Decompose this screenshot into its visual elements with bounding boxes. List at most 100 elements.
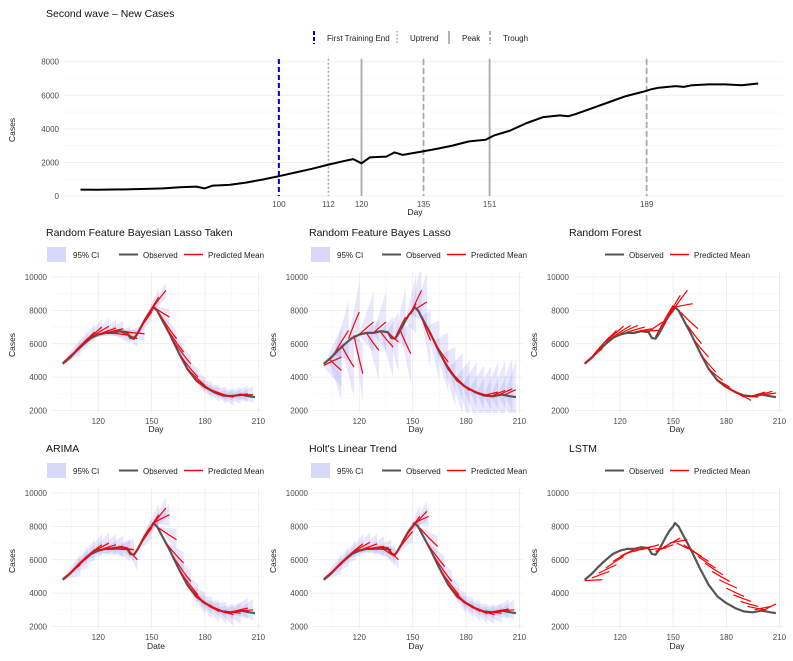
plot-marks: [583, 521, 777, 615]
panel-bayes-lasso-taken: Random Feature Bayesian Lasso Taken 95% …: [7, 227, 266, 434]
plot-marks: [322, 501, 517, 625]
predicted-mean-segment: [490, 608, 509, 613]
ci-band: [359, 292, 374, 353]
ci-band: [353, 334, 363, 404]
plot-marks: [583, 289, 777, 402]
predicted-mean-segment: [758, 390, 773, 397]
panel-title: LSTM: [569, 443, 597, 455]
y-tick-label: 2000: [551, 406, 569, 415]
ci-band: [194, 593, 213, 619]
legend-label-predicted-mean: Predicted Mean: [694, 467, 750, 476]
main-legend: First Training End Uptrend Peak Trough: [313, 31, 528, 44]
predicted-mean-segment: [98, 327, 117, 336]
x-tick-label: 210: [252, 633, 266, 642]
plot-marks: [61, 497, 256, 626]
ci-band: [229, 385, 248, 403]
predicted-mean-segment: [172, 556, 192, 582]
predicted-mean-segment: [690, 549, 709, 562]
predicted-mean-segment: [490, 389, 506, 397]
predicted-mean-segment: [641, 544, 660, 551]
ci-band: [69, 330, 88, 359]
ci-band: [387, 312, 399, 373]
x-tick-label: 150: [145, 417, 159, 426]
predicted-mean-segment: [674, 303, 693, 308]
predicted-mean-segment: [359, 543, 378, 552]
predicted-mean-segment: [328, 358, 342, 371]
predicted-mean-segment: [126, 331, 145, 335]
x-tick-label: 150: [667, 633, 681, 642]
predicted-mean-segment: [153, 306, 170, 318]
ci-band: [158, 527, 177, 551]
x-tick-label: 150: [406, 417, 420, 426]
ci-band: [426, 320, 440, 381]
panel-ylabel: Cases: [7, 333, 17, 357]
y-tick-label: 0: [55, 192, 60, 201]
x-tick-label: 180: [720, 633, 734, 642]
predicted-mean-segment: [165, 326, 185, 353]
ci-band: [416, 272, 427, 333]
x-tick-label: 180: [459, 633, 473, 642]
predicted-mean-segment: [415, 301, 428, 310]
predicted-mean-segment: [655, 544, 674, 552]
y-tick-label: 8000: [41, 58, 59, 67]
x-tick-label: 120: [353, 417, 367, 426]
predicted-mean-segment: [90, 542, 110, 554]
predicted-mean-segment: [433, 341, 449, 363]
y-tick-label: 8000: [551, 522, 569, 531]
panel-xlabel: Date: [147, 641, 165, 651]
ci-band: [419, 527, 438, 557]
predicted-mean-segment: [420, 316, 432, 341]
predicted-mean-segment: [497, 388, 513, 397]
y-tick-label: 4000: [41, 125, 59, 134]
ci-band: [455, 593, 474, 619]
legend-label-ci: 95% CI: [337, 467, 363, 476]
predicted-mean-segment: [679, 311, 699, 330]
y-tick-label: 6000: [41, 91, 59, 100]
y-tick-label: 8000: [29, 306, 47, 315]
predicted-mean-segment: [605, 325, 624, 343]
ci-band: [469, 365, 484, 413]
predicted-mean-segment: [711, 570, 731, 582]
x-tick-label: 210: [513, 417, 527, 426]
predicted-mean-segment: [333, 330, 350, 355]
predicted-mean-segment: [69, 556, 88, 574]
ci-band: [476, 366, 491, 413]
predicted-mean-segment: [584, 579, 603, 582]
x-tick-label: 189: [640, 200, 654, 209]
predicted-mean-segment: [229, 607, 248, 613]
y-tick-label: 2000: [551, 622, 569, 631]
y-tick-label: 2000: [290, 406, 308, 415]
ci-band: [421, 310, 431, 371]
predicted-mean-segment: [747, 605, 766, 611]
legend-key-ci: [47, 463, 66, 478]
panel-ylabel: Cases: [7, 549, 17, 573]
y-tick-label: 10000: [25, 273, 48, 282]
x-tick-label: 180: [459, 417, 473, 426]
x-tick-label: 180: [198, 417, 212, 426]
predicted-mean-segment: [373, 321, 387, 334]
ci-band: [400, 323, 411, 384]
predicted-mean-segment: [387, 547, 399, 561]
predicted-mean-segment: [201, 600, 220, 613]
y-tick-label: 8000: [551, 306, 569, 315]
ci-band: [334, 300, 349, 361]
x-tick-label: 150: [406, 633, 420, 642]
panel-title: Random Forest: [569, 227, 641, 239]
predicted-mean-segment: [669, 289, 688, 316]
predicted-mean-segment: [340, 345, 355, 368]
predicted-mean-segment: [726, 587, 745, 598]
legend-label-observed: Observed: [406, 251, 441, 260]
predicted-mean-segment: [476, 391, 492, 397]
ci-band: [105, 535, 124, 558]
predicted-mean-segment: [147, 507, 167, 532]
panel-legend: 95% CI Observed Predicted Mean: [47, 463, 264, 478]
x-tick-label: 120: [613, 633, 627, 642]
predicted-mean-segment: [358, 321, 374, 336]
x-tick-label: 120: [355, 200, 369, 209]
legend-key-ci: [311, 247, 330, 262]
predicted-mean-segment: [662, 295, 681, 328]
predicted-mean-segment: [605, 555, 624, 569]
predicted-mean-segment: [98, 544, 117, 552]
series-line-new-cases: [80, 82, 759, 191]
ci-band: [201, 600, 220, 623]
